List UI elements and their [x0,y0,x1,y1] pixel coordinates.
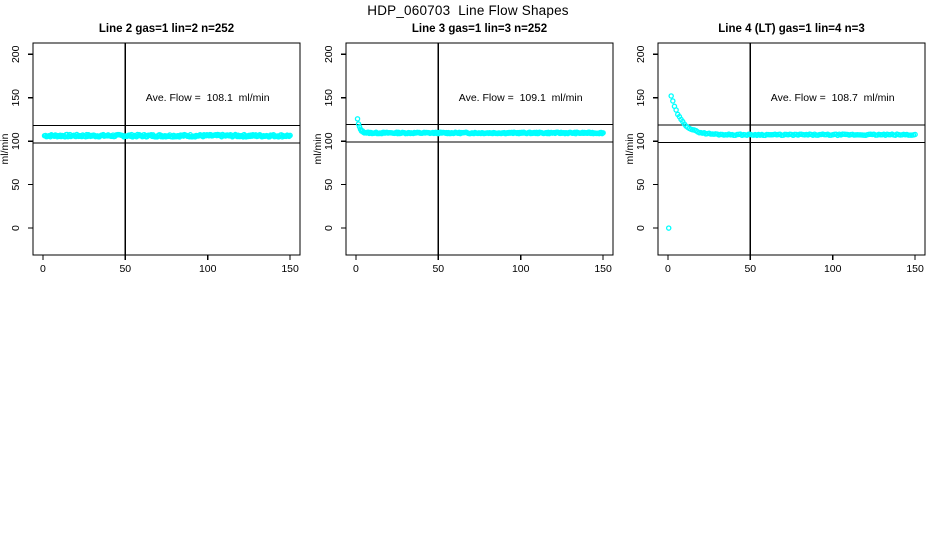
x-axis: 0 50 100 150 [665,255,924,275]
data-point [356,123,363,130]
y-tick-label: 0 [635,225,647,231]
plot-box [657,42,926,256]
y-axis: 0 50 100 150 200 [635,45,658,231]
y-axis: 0 50 100 150 200 [10,45,33,231]
ave-flow-annotation: Ave. Flow = 109.1 ml/min [459,92,583,104]
chart-svg: Line 4 (LT) gas=1 lin=4 n=30501001502000… [624,23,926,275]
y-tick-label: 200 [323,45,335,63]
x-tick-label: 0 [353,263,359,275]
y-tick-label: 100 [323,132,335,150]
chart-panel-line4: Line 4 (LT) gas=1 lin=4 n=3 0 50 100 150 200 0… [624,14,936,294]
x-tick-label: 100 [512,263,530,275]
y-tick-label: 200 [10,45,22,63]
panel-title: Line 3 gas=1 lin=3 n=252 [412,23,547,35]
figure-title: HDP_060703 Line Flow Shapes [367,3,569,18]
x-axis: 0 50 100 150 [353,255,612,275]
chart-svg: Line 3 gas=1 lin=3 n=252 0 50 100 150 200 0 50 1… [312,23,614,275]
y-tick-label: 50 [323,179,335,191]
x-tick-label: 0 [665,263,671,275]
data-point [668,93,674,99]
y-tick-label: 150 [323,89,335,107]
panel-title: Line 2 gas=1 lin=2 n=252 [99,23,234,35]
y-tick-label: 100 [635,132,647,150]
x-tick-label: 100 [824,263,842,275]
data-point [912,131,918,138]
y-axis-title: ml/min [625,133,636,164]
x-tick-label: 50 [744,263,756,275]
data-point [670,98,676,104]
x-tick-label: 50 [119,263,131,275]
y-tick-label: 0 [323,225,335,231]
plot-box [32,42,301,256]
plot-box [345,42,614,256]
x-tick-label: 100 [199,263,217,275]
outlier-point [665,225,672,231]
data-points [41,131,293,140]
y-axis-title: ml/min [0,133,11,164]
x-tick-label: 150 [906,263,924,275]
data-point [287,132,293,139]
y-tick-label: 150 [10,89,22,107]
y-tick-label: 100 [10,132,22,150]
y-tick-label: 150 [635,89,647,107]
y-axis-title: ml/min [313,133,324,164]
chart-panel-line2: Line 2 gas=1 lin=2 n=252 0 50 100 150 200 0 50 1… [0,14,312,294]
data-point [355,121,362,127]
y-tick-label: 200 [635,45,647,63]
chart-panel-line3: Line 3 gas=1 lin=3 n=252 0 50 100 150 200 0 50 1… [312,14,625,294]
x-tick-label: 150 [594,263,612,275]
y-tick-label: 50 [635,179,647,191]
data-points [665,93,918,231]
data-point [673,107,679,113]
chart-svg: Line 2 gas=1 lin=2 n=252 0 50 100 150 200 0 50 1… [0,23,301,275]
data-points [354,116,606,137]
x-axis: 0 50 100 150 [40,255,299,275]
x-tick-label: 150 [281,263,299,275]
x-tick-label: 50 [432,263,444,275]
ave-flow-annotation: Ave. Flow = 108.1 ml/min [146,92,270,104]
y-tick-label: 0 [10,225,22,231]
panel-title: Line 4 (LT) gas=1 lin=4 n=3 [718,23,864,35]
y-axis: 0 50 100 150 200 [323,45,346,231]
data-point [600,130,606,136]
data-point [354,116,361,122]
ave-flow-annotation: Ave. Flow = 108.7 ml/min [771,92,895,104]
x-tick-label: 0 [40,263,46,275]
y-tick-label: 50 [10,179,22,191]
data-point [286,133,292,140]
